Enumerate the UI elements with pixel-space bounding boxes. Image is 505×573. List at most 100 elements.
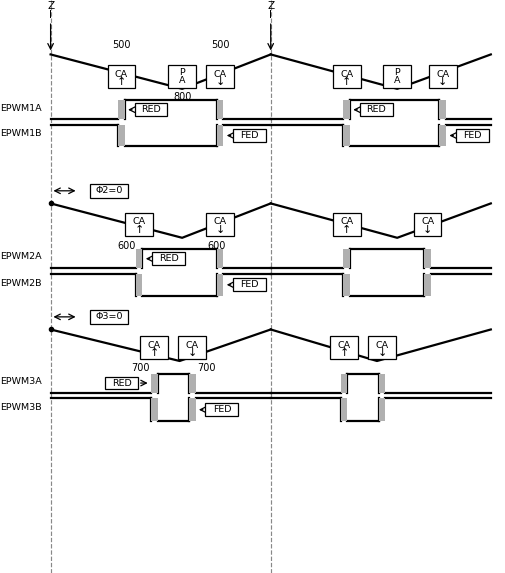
FancyBboxPatch shape bbox=[428, 65, 456, 88]
Bar bbox=[216, 100, 223, 119]
Bar bbox=[438, 100, 445, 119]
Text: CA: CA bbox=[375, 340, 388, 350]
Bar bbox=[118, 125, 124, 146]
Bar bbox=[340, 374, 347, 393]
Bar bbox=[189, 398, 195, 421]
Text: EPWM2A: EPWM2A bbox=[0, 253, 41, 261]
FancyBboxPatch shape bbox=[125, 213, 153, 236]
FancyBboxPatch shape bbox=[205, 403, 238, 416]
Bar bbox=[216, 125, 223, 146]
FancyBboxPatch shape bbox=[455, 129, 488, 142]
Bar bbox=[135, 274, 142, 296]
FancyBboxPatch shape bbox=[233, 129, 266, 142]
Text: RED: RED bbox=[159, 254, 178, 263]
FancyBboxPatch shape bbox=[383, 65, 411, 88]
Bar bbox=[378, 398, 385, 421]
FancyBboxPatch shape bbox=[90, 310, 127, 324]
Bar bbox=[423, 249, 430, 268]
FancyBboxPatch shape bbox=[90, 184, 127, 198]
Text: ↓: ↓ bbox=[187, 348, 196, 358]
Text: ↓: ↓ bbox=[377, 348, 386, 358]
FancyBboxPatch shape bbox=[108, 65, 135, 88]
Bar bbox=[378, 374, 385, 393]
Bar bbox=[343, 125, 349, 146]
Text: P
A: P A bbox=[393, 68, 399, 85]
Text: I: I bbox=[49, 10, 52, 20]
Text: EPWM2B: EPWM2B bbox=[0, 278, 41, 288]
Text: CA: CA bbox=[337, 340, 350, 350]
Text: ↓: ↓ bbox=[437, 77, 446, 87]
Text: 700: 700 bbox=[197, 363, 216, 373]
Bar bbox=[118, 100, 124, 119]
FancyBboxPatch shape bbox=[368, 336, 395, 359]
Bar bbox=[343, 100, 349, 119]
FancyBboxPatch shape bbox=[140, 336, 168, 359]
Text: 800: 800 bbox=[173, 92, 191, 101]
Text: Z: Z bbox=[267, 2, 274, 11]
FancyBboxPatch shape bbox=[359, 103, 392, 116]
Text: FED: FED bbox=[462, 131, 481, 140]
Text: ↓: ↓ bbox=[215, 77, 224, 87]
Bar bbox=[150, 398, 158, 421]
Text: CA: CA bbox=[147, 340, 161, 350]
Text: RED: RED bbox=[366, 105, 385, 114]
Text: CA: CA bbox=[115, 69, 128, 79]
FancyBboxPatch shape bbox=[168, 65, 195, 88]
Text: RED: RED bbox=[141, 105, 161, 114]
Bar bbox=[135, 249, 142, 268]
Text: EPWM3A: EPWM3A bbox=[0, 377, 42, 386]
Text: 500: 500 bbox=[211, 40, 229, 50]
Bar bbox=[150, 374, 158, 393]
Text: P
A: P A bbox=[179, 68, 185, 85]
Text: CA: CA bbox=[435, 69, 448, 79]
FancyBboxPatch shape bbox=[413, 213, 440, 236]
Text: ↑: ↑ bbox=[149, 348, 159, 358]
Bar bbox=[343, 249, 349, 268]
FancyBboxPatch shape bbox=[152, 252, 185, 265]
Text: 600: 600 bbox=[117, 241, 135, 250]
Text: FED: FED bbox=[240, 131, 259, 140]
Text: EPWM3B: EPWM3B bbox=[0, 403, 41, 413]
Text: Φ2=0: Φ2=0 bbox=[95, 186, 122, 195]
Text: 500: 500 bbox=[112, 40, 130, 50]
Text: ↓: ↓ bbox=[215, 225, 224, 235]
Text: FED: FED bbox=[212, 405, 231, 414]
FancyBboxPatch shape bbox=[332, 213, 360, 236]
FancyBboxPatch shape bbox=[330, 336, 358, 359]
Text: CA: CA bbox=[213, 218, 226, 226]
FancyBboxPatch shape bbox=[178, 336, 206, 359]
Text: EPWM1B: EPWM1B bbox=[0, 129, 41, 138]
Text: CA: CA bbox=[339, 218, 352, 226]
Text: ↑: ↑ bbox=[134, 225, 143, 235]
Text: I: I bbox=[269, 10, 272, 20]
Text: 700: 700 bbox=[130, 363, 149, 373]
FancyBboxPatch shape bbox=[105, 377, 138, 390]
Text: 600: 600 bbox=[207, 241, 225, 250]
FancyBboxPatch shape bbox=[206, 213, 233, 236]
FancyBboxPatch shape bbox=[233, 278, 266, 291]
Bar bbox=[343, 274, 349, 296]
Bar bbox=[189, 374, 195, 393]
FancyBboxPatch shape bbox=[134, 103, 167, 116]
Bar bbox=[423, 274, 430, 296]
Text: ↓: ↓ bbox=[422, 225, 431, 235]
Bar bbox=[216, 249, 223, 268]
Text: ↑: ↑ bbox=[117, 77, 126, 87]
Text: FED: FED bbox=[240, 280, 259, 289]
FancyBboxPatch shape bbox=[206, 65, 233, 88]
Text: EPWM1A: EPWM1A bbox=[0, 104, 41, 112]
Bar bbox=[216, 274, 223, 296]
Text: RED: RED bbox=[112, 379, 131, 387]
Text: Φ3=0: Φ3=0 bbox=[95, 312, 122, 321]
FancyBboxPatch shape bbox=[332, 65, 360, 88]
Text: CA: CA bbox=[132, 218, 145, 226]
Text: CA: CA bbox=[339, 69, 352, 79]
Text: CA: CA bbox=[213, 69, 226, 79]
Text: ↑: ↑ bbox=[341, 77, 350, 87]
Text: CA: CA bbox=[420, 218, 433, 226]
Bar bbox=[438, 125, 445, 146]
Text: CA: CA bbox=[185, 340, 198, 350]
Text: ↑: ↑ bbox=[339, 348, 348, 358]
Bar bbox=[340, 398, 347, 421]
Text: ↑: ↑ bbox=[341, 225, 350, 235]
